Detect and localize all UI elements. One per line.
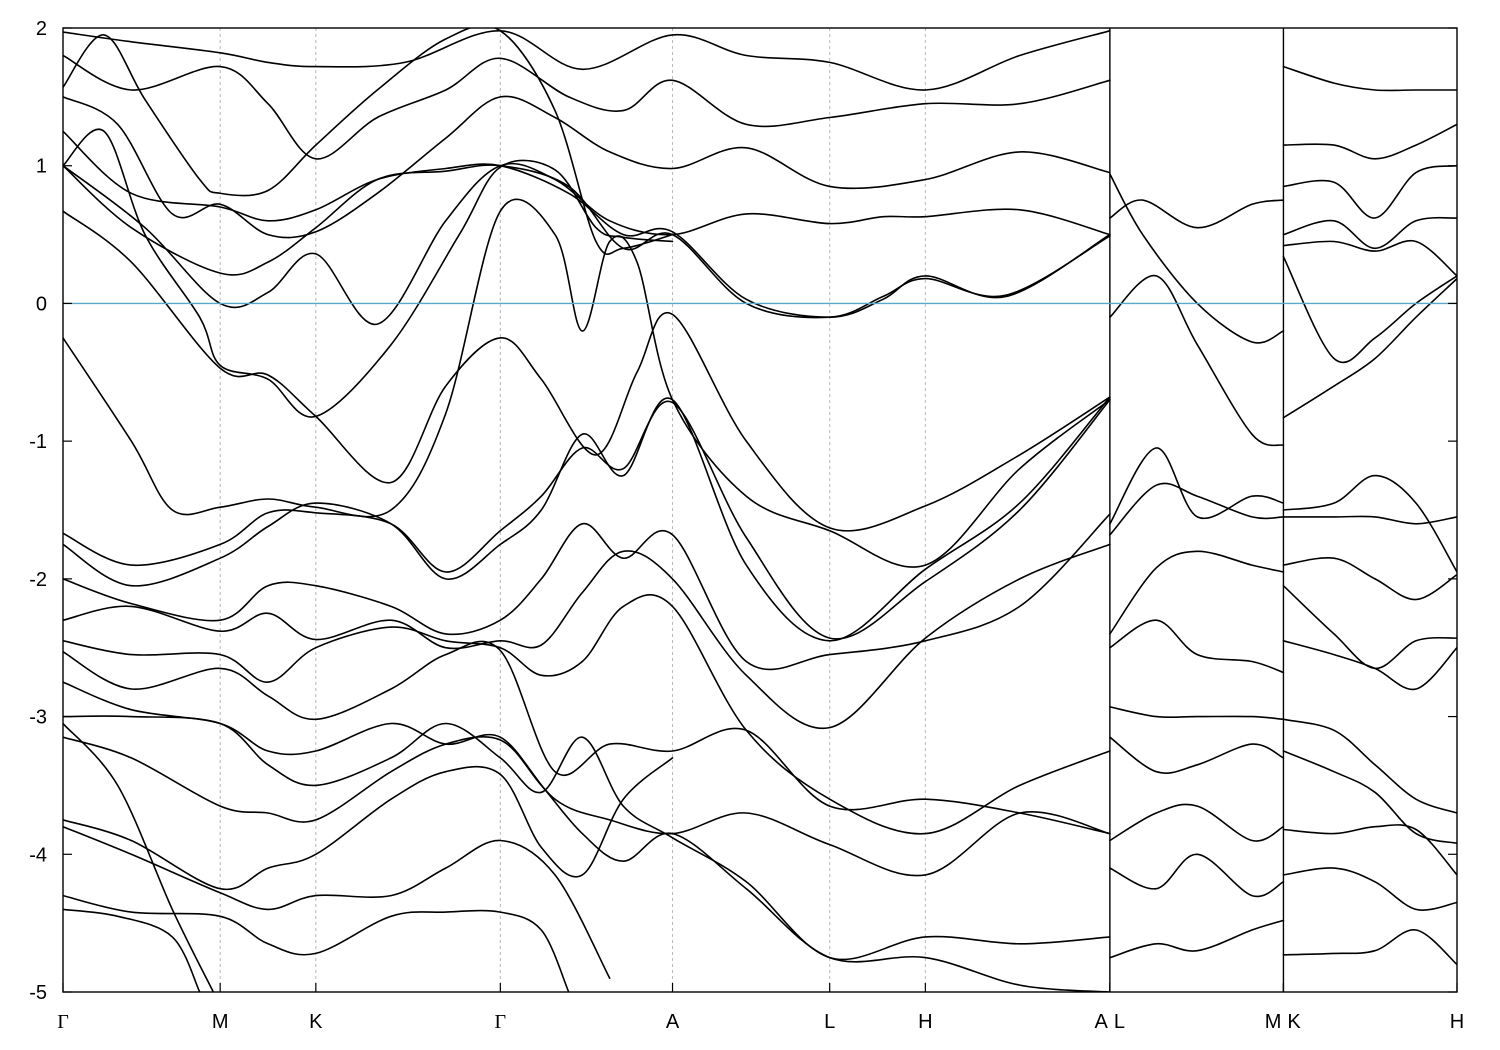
band-41 xyxy=(1282,123,1457,160)
y-tick-label: 0 xyxy=(36,293,47,315)
k-point-label: M xyxy=(212,1011,229,1033)
k-point-label: K xyxy=(309,1011,323,1033)
band-11 xyxy=(63,513,1111,671)
plot-frame xyxy=(62,27,1458,993)
band-1 xyxy=(63,162,1111,325)
band-44 xyxy=(1282,474,1457,573)
band-43 xyxy=(1282,277,1457,419)
k-point-label: L xyxy=(824,1011,835,1033)
band-5 xyxy=(63,130,1111,318)
band-19 xyxy=(63,825,611,979)
band-32 xyxy=(1109,706,1285,721)
y-tick-label: -1 xyxy=(29,431,47,453)
band-22 xyxy=(63,908,201,992)
k-point-label: H xyxy=(1450,1011,1464,1033)
y-tick-label: 2 xyxy=(36,18,47,40)
band-30 xyxy=(1109,550,1285,635)
band-38 xyxy=(1282,216,1457,250)
band-50 xyxy=(1282,750,1457,845)
band-16 xyxy=(63,715,1111,961)
k-point-label: L xyxy=(1114,1011,1125,1033)
band-23 xyxy=(63,128,674,418)
band-35 xyxy=(1109,853,1285,898)
k-point-label: K xyxy=(1287,1011,1301,1033)
band-27 xyxy=(1109,275,1285,447)
y-tick-label: -4 xyxy=(29,844,47,866)
y-axis-ticks: -5 -4 -3 -2 -1 0 1 2 xyxy=(29,18,1457,1004)
high-symmetry-lines xyxy=(219,28,926,992)
band-49 xyxy=(1282,718,1457,814)
band-9 xyxy=(63,399,1111,640)
y-tick-label: -3 xyxy=(29,707,47,729)
y-tick-label: -2 xyxy=(29,569,47,591)
band-24 xyxy=(63,28,674,255)
band-34 xyxy=(1109,803,1285,842)
band-20 xyxy=(63,894,570,992)
band-lines xyxy=(63,28,1457,992)
band-12 xyxy=(63,543,1111,730)
band-21 xyxy=(63,722,215,992)
band-13 xyxy=(63,594,1111,835)
band-3 xyxy=(63,198,1111,568)
band-8 xyxy=(63,29,1111,91)
band-31 xyxy=(1109,619,1285,674)
band-28 xyxy=(1109,447,1285,525)
band-42 xyxy=(1282,65,1457,92)
k-point-label: Γ xyxy=(495,1011,507,1033)
k-point-label: A xyxy=(666,1011,680,1033)
k-point-label: Γ xyxy=(57,1011,69,1033)
y-tick-label: 1 xyxy=(36,156,47,178)
k-point-label: A xyxy=(1095,1011,1109,1033)
band-29 xyxy=(1109,482,1285,536)
band-52 xyxy=(1282,867,1457,911)
band-36 xyxy=(1109,919,1285,959)
band-6 xyxy=(63,95,1111,239)
k-point-label: M xyxy=(1265,1011,1282,1033)
band-10 xyxy=(63,396,1111,642)
band-18 xyxy=(63,757,674,891)
band-14 xyxy=(63,640,1111,835)
band-26 xyxy=(1109,199,1285,229)
k-point-label: H xyxy=(918,1011,932,1033)
band-46 xyxy=(1282,556,1457,601)
band-48 xyxy=(1282,640,1457,691)
band-37 xyxy=(1282,255,1457,364)
band-40 xyxy=(1282,164,1457,219)
band-2 xyxy=(63,210,1111,532)
band-45 xyxy=(1282,515,1457,525)
y-tick-label: -5 xyxy=(29,982,47,1004)
band-17 xyxy=(63,736,1111,992)
band-39 xyxy=(1282,239,1457,277)
segment-breaks xyxy=(1109,28,1285,992)
band-53 xyxy=(1282,929,1457,966)
band-7 xyxy=(63,54,1111,160)
band-33 xyxy=(1109,736,1285,774)
band-51 xyxy=(1282,824,1457,876)
